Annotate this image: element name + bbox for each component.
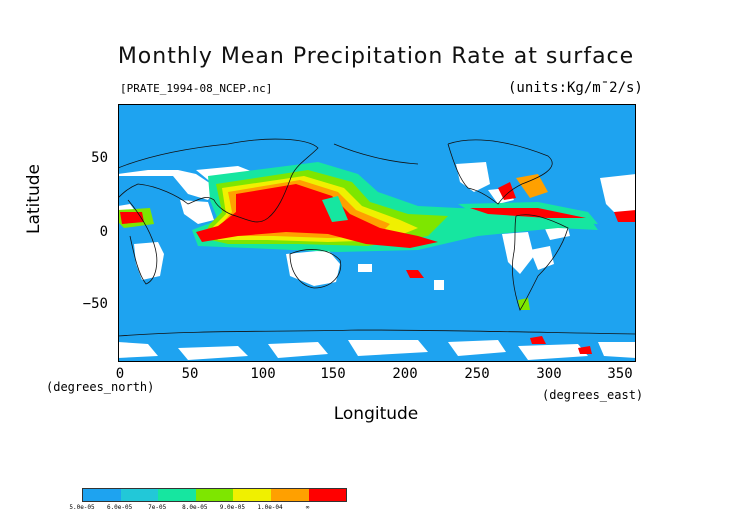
- colorbar-label: 8.0e-05: [182, 504, 208, 511]
- colorbar-swatch: [270, 489, 309, 501]
- x-tick-350: 350: [607, 366, 633, 382]
- colorbar-label: 7e-05: [148, 504, 167, 511]
- colorbar-label: 9.0e-05: [219, 504, 246, 511]
- x-tick-200: 200: [392, 366, 418, 382]
- colorbar-swatch: [195, 489, 234, 501]
- x-tick-250: 250: [464, 366, 490, 382]
- map-title: Monthly Mean Precipitation Rate at surfa…: [117, 44, 635, 69]
- colorbar-swatch: [308, 489, 347, 501]
- x-axis-units: (degrees_east): [542, 388, 644, 402]
- plot-frame: [118, 104, 636, 362]
- colorbar-swatch: [158, 489, 196, 501]
- x-axis-label: Longitude: [333, 404, 419, 424]
- colorbar: [82, 488, 348, 502]
- x-tick-100: 100: [250, 366, 276, 382]
- colorbar-label: 6.0e-05: [106, 504, 133, 511]
- precipitation-map: [118, 104, 636, 362]
- x-tick-150: 150: [320, 366, 346, 382]
- y-axis-units: (degrees_north): [46, 380, 155, 394]
- colorbar-label: 1.0e-04: [257, 504, 283, 511]
- units-label: (units:Kg/m¯2/s): [508, 80, 643, 96]
- colorbar-swatch: [83, 489, 121, 501]
- y-axis-label: Latitude: [24, 164, 44, 234]
- no-data-regions: [118, 162, 636, 360]
- y-tick-0: 0: [99, 224, 108, 240]
- precipitation-bands: [118, 162, 636, 354]
- colorbar-swatch: [233, 489, 271, 501]
- x-tick-50: 50: [181, 366, 199, 382]
- y-tick-minus-50: −50: [82, 296, 108, 312]
- x-tick-0: 0: [115, 366, 125, 382]
- colorbar-label: 5.0e-05: [69, 504, 95, 511]
- colorbar-swatch: [120, 489, 159, 501]
- x-tick-300: 300: [536, 366, 562, 382]
- coastlines: [118, 138, 636, 337]
- colorbar-label: ∞: [305, 504, 310, 511]
- y-tick-50: 50: [91, 150, 108, 166]
- dataset-filename: [PRATE_1994-08_NCEP.nc]: [120, 82, 273, 95]
